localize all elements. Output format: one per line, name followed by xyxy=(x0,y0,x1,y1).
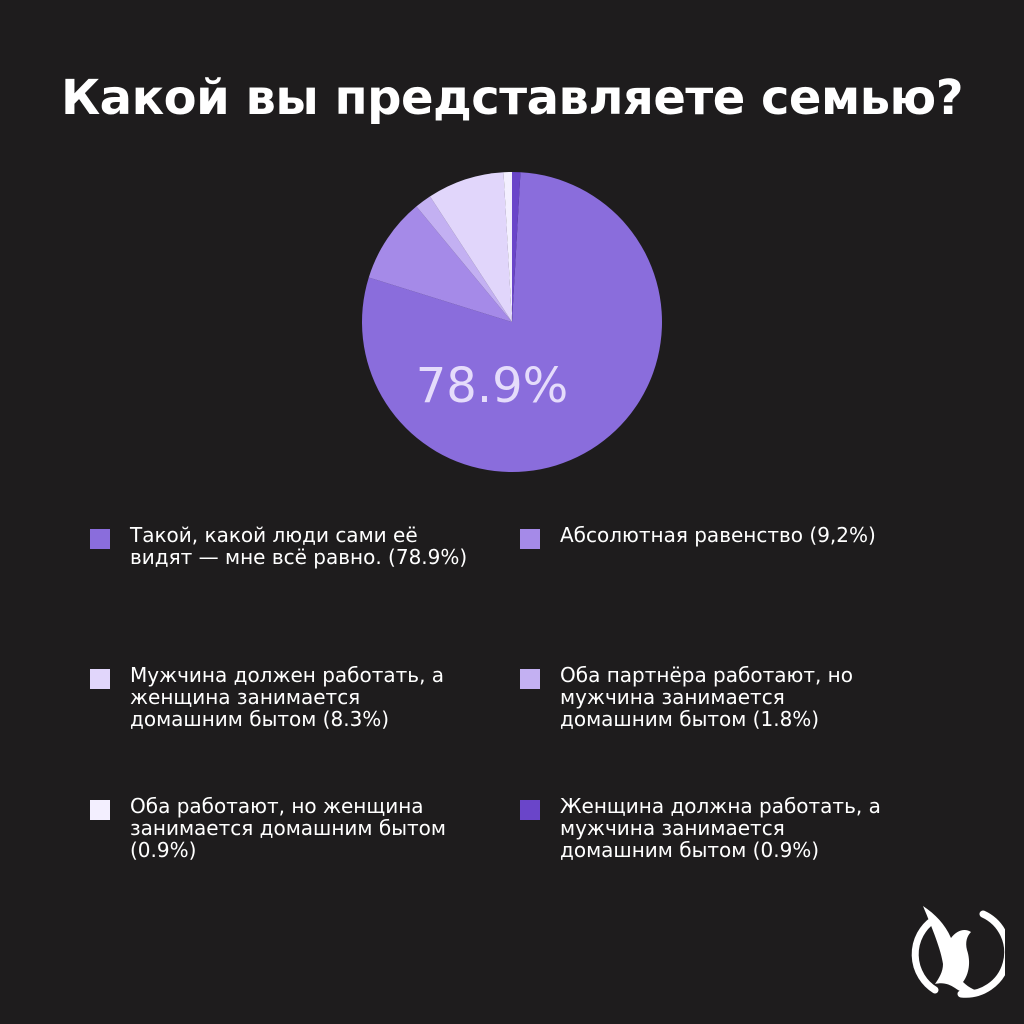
pie-slice-3 xyxy=(416,196,512,322)
legend-swatch-2 xyxy=(90,669,110,689)
legend-label-2: Мужчина должен работать, а женщина заним… xyxy=(130,663,445,731)
legend-swatch-0 xyxy=(90,529,110,549)
pie-slice-2 xyxy=(430,172,512,322)
page-title: Какой вы представляете семью? xyxy=(60,70,964,126)
legend-swatch-3 xyxy=(520,669,540,689)
legend-label-1: Абсолютная равенство (9,2%) xyxy=(560,523,876,547)
pie-slice-4 xyxy=(503,172,512,322)
legend-label-3: Оба партнёра работают, но мужчина занима… xyxy=(560,663,853,731)
pie-slice-5 xyxy=(512,172,521,322)
legend-label-5: Женщина должна работать, а мужчина заним… xyxy=(560,794,881,862)
legend-swatch-1 xyxy=(520,529,540,549)
legend-swatch-5 xyxy=(520,800,540,820)
legend-label-0: Такой, какой люди сами её видят — мне вс… xyxy=(130,523,468,569)
pie-slice-0 xyxy=(362,172,662,473)
bird-logo-icon xyxy=(911,906,1005,998)
pie-center-label: 78.9% xyxy=(416,358,568,414)
pie-slice-1 xyxy=(368,206,512,322)
legend-label-4: Оба работают, но женщина занимается дома… xyxy=(130,794,446,862)
legend-swatch-4 xyxy=(90,800,110,820)
